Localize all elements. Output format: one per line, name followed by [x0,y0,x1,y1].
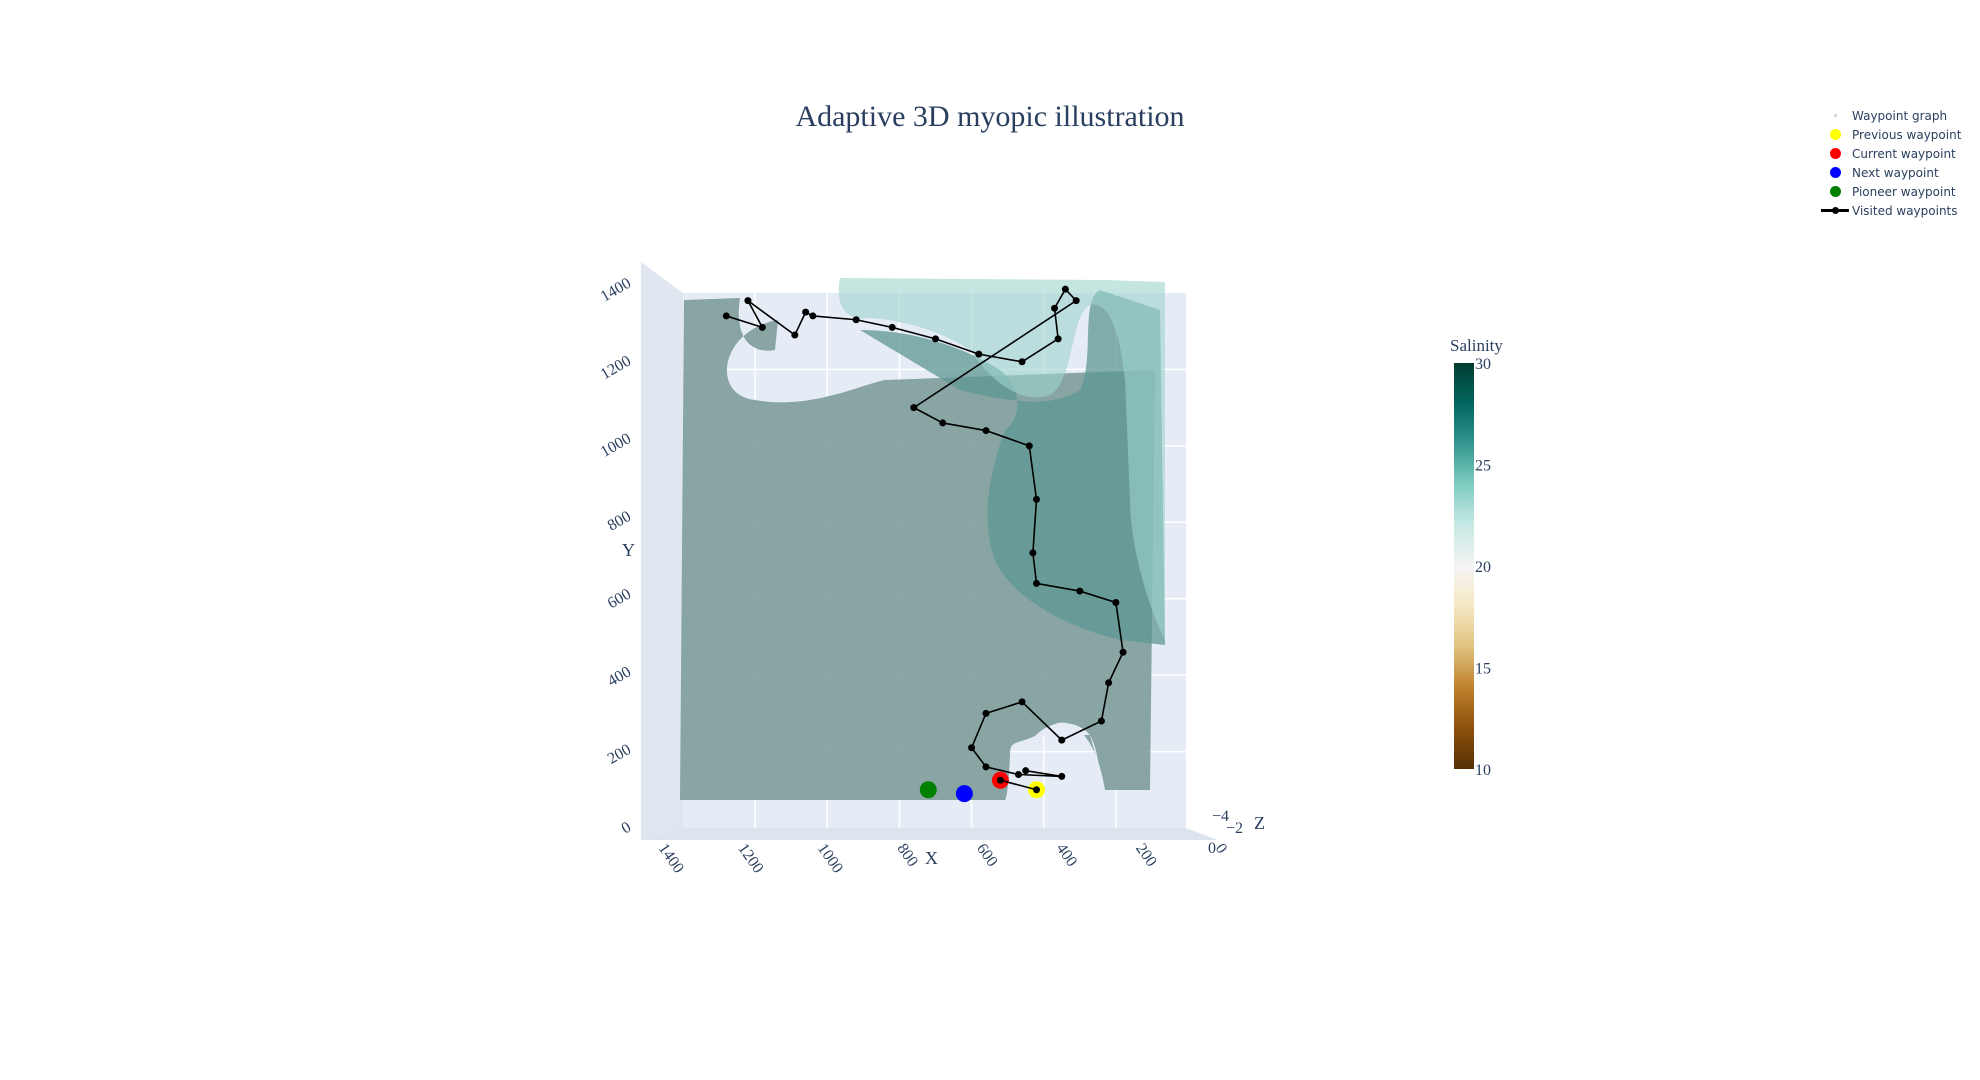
visited-waypoint-point [968,744,976,752]
scene-floor [641,828,1218,840]
legend-item[interactable]: Visited waypoints [1818,201,1961,220]
pioneer-waypoint-marker [919,781,937,799]
y-axis-title: Y [622,540,635,560]
legend-label: Previous waypoint [1852,127,1962,142]
visited-waypoint-point [1033,495,1040,503]
legend-label: Waypoint graph [1852,108,1948,123]
y-tick-label: 1200 [598,352,634,383]
waypoint-markers [919,771,1045,803]
visited-waypoint-point [1018,698,1026,706]
z-tick-label: −2 [1226,820,1243,837]
x-tick-label: 400 [1053,841,1081,870]
visited-waypoint-point [982,709,990,717]
x-tick-label: 600 [973,841,1001,870]
visited-waypoint-point [1105,679,1113,687]
visited-waypoint-point [982,427,990,435]
salinity-surface-mid [860,290,1165,645]
legend-symbol [1818,201,1852,220]
legend-item[interactable]: Waypoint graph [1818,106,1961,125]
y-tick-label: 1000 [598,430,634,461]
legend-label: Visited waypoints [1852,203,1958,218]
visited-waypoints-trace [722,285,1127,780]
visited-waypoint-point [939,419,947,427]
visited-waypoint-point [722,312,730,320]
chart-title: Adaptive 3D myopic illustration [795,100,1185,133]
legend-label: Pioneer waypoint [1852,184,1956,199]
visited-waypoint-point [809,312,817,320]
visited-waypoint-point [791,331,799,339]
visited-waypoint-point [1119,648,1127,656]
colorbar-tick-label: 15 [1475,661,1491,678]
colorbar-tick-label: 10 [1475,762,1491,779]
colorbar-tick-label: 20 [1475,559,1491,576]
legend-label: Next waypoint [1852,165,1939,180]
legend-symbol [1818,182,1852,201]
legend: Waypoint graph Previous waypoint Current w… [1818,106,1961,220]
visited-waypoint-point [1018,358,1026,366]
colorbar-title: Salinity [1450,336,1503,355]
visited-waypoint-point [888,323,896,331]
legend-symbol [1818,163,1852,182]
z-axis-title: Z [1254,813,1265,833]
visited-waypoint-point [975,350,983,358]
visited-waypoint-point [1058,736,1066,744]
x-tick-label: 1200 [734,841,766,877]
x-tick-label: 1400 [655,841,687,877]
visited-waypoint-point [1112,599,1120,607]
visited-waypoint-point [1025,442,1033,450]
colorbar-tick-label: 30 [1475,356,1491,373]
visited-waypoint-point [1097,717,1105,725]
visited-waypoint-point [1051,304,1059,312]
legend-item[interactable]: Next waypoint [1818,163,1961,182]
y-tick-label: 1400 [598,275,634,306]
visited-waypoint-point [1014,771,1022,778]
current-waypoint-center [996,776,1004,784]
legend-symbol [1818,144,1852,163]
visited-waypoint-point [744,297,752,305]
visited-waypoint-point [1072,297,1080,305]
y-tick-label: 200 [605,741,634,768]
visited-waypoint-point [1022,767,1030,775]
x-tick-label: 200 [1132,841,1160,870]
y-tick-label: 800 [605,508,634,535]
visited-waypoint-point [982,763,990,771]
legend-item[interactable]: Previous waypoint [1818,125,1961,144]
legend-label: Current waypoint [1852,146,1956,161]
x-tick-label: 1000 [814,841,846,877]
visited-waypoint-point [1054,335,1062,343]
y-tick-label: 400 [605,663,634,690]
legend-item[interactable]: Pioneer waypoint [1818,182,1961,201]
y-tick-label: 0 [619,819,634,838]
visited-waypoint-point [1029,549,1037,557]
x-axis-title: X [925,848,938,868]
colorbar-bar [1454,363,1474,769]
legend-symbol [1818,106,1852,125]
visited-waypoint-point [1076,587,1084,595]
legend-item[interactable]: Current waypoint [1818,144,1961,163]
surface-gap [1035,723,1105,800]
z-tick-label: 0 [1208,840,1216,857]
z-tick-label: −4 [1212,808,1229,825]
colorbar-tick-label: 25 [1475,458,1491,475]
legend-symbol [1818,125,1852,144]
y-tick-label: 600 [605,586,634,613]
visited-waypoint-point [932,335,939,343]
visited-waypoint-point [1061,285,1069,293]
x-tick-label: 800 [893,841,921,870]
visited-waypoint-point [758,323,766,331]
visited-waypoint-point [852,316,860,324]
visited-waypoint-point [1033,579,1040,587]
visited-waypoint-point [1058,772,1066,780]
previous-waypoint-center [1033,786,1040,794]
current-link-line [1000,779,1037,791]
visited-waypoint-point [910,404,918,412]
colorbar-ticks: 10 15 20 25 30 [1475,356,1491,779]
scene-leftwall [641,262,683,840]
next-waypoint-marker [955,785,973,803]
visited-waypoint-point [802,308,810,316]
